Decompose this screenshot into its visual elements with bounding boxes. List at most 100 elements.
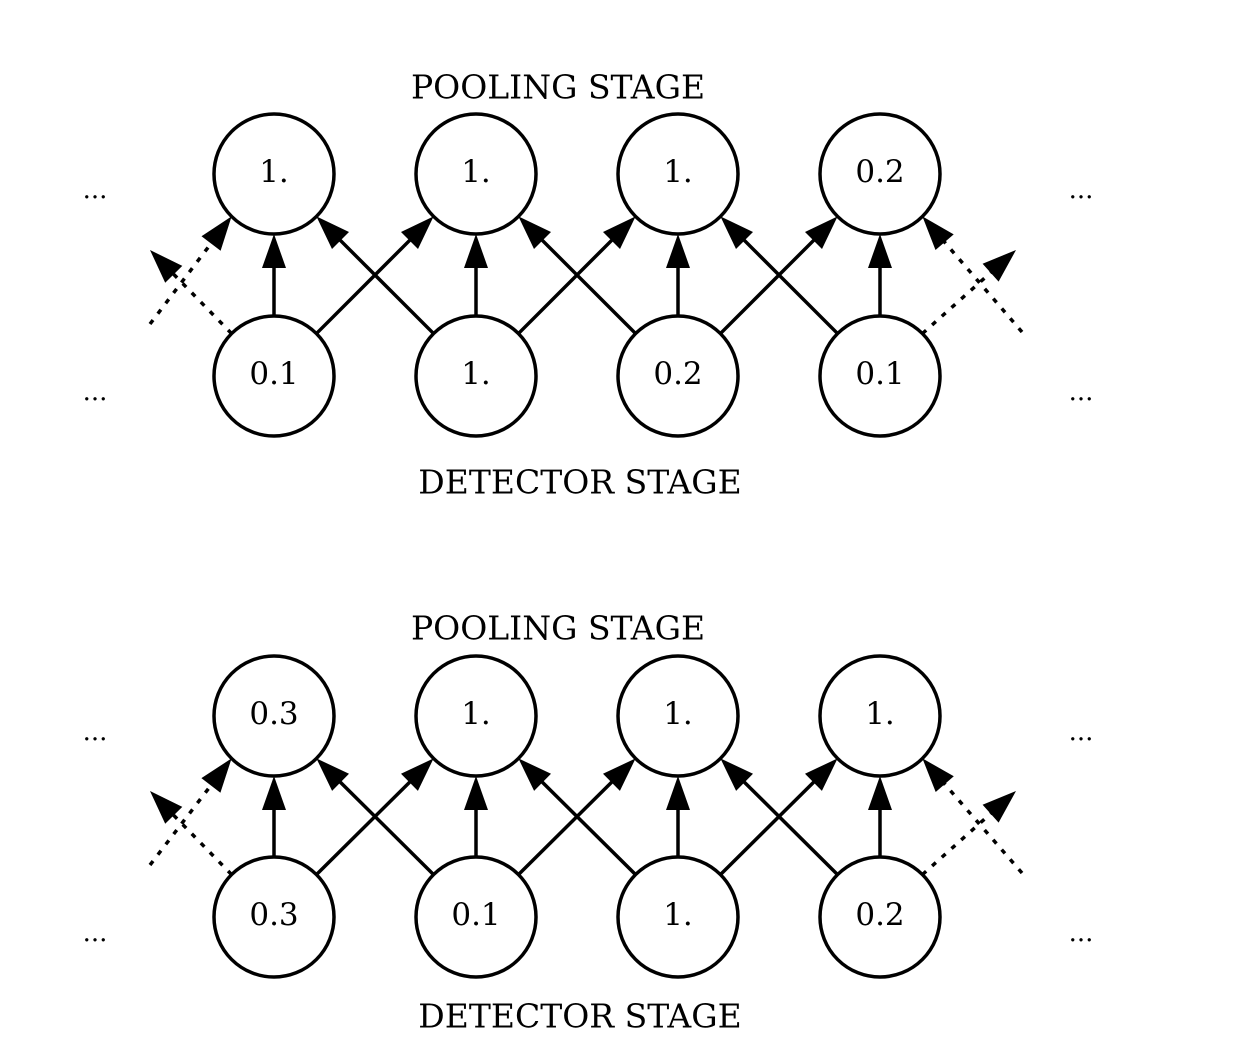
arrow-up-4-arrowhead [868, 776, 892, 810]
arrow-dotted-right-out-line [921, 270, 994, 335]
pooling-node-circle [818, 112, 942, 236]
pooling-node-1: 0.3 [212, 654, 336, 778]
arrow-right-2-to-3-arrowhead [603, 216, 636, 249]
arrow-right-3-to-4-arrowhead [805, 758, 838, 791]
arrow-left-3-to-2-line [539, 779, 637, 876]
detector-node-3: 1. [616, 855, 740, 979]
detector-node-value: 0.2 [855, 897, 904, 933]
arrow-left-2-to-1-arrowhead [316, 216, 349, 249]
detector-node-1: 0.1 [212, 314, 336, 438]
pooling-node-circle [212, 112, 336, 236]
detector-node-2: 1. [414, 314, 538, 438]
detector-node-value: 0.1 [855, 356, 904, 392]
detector-node-4: 0.2 [818, 855, 942, 979]
panel-1: 1. 1. 1. 0.2 0.1 1. 0.2 0.1 POOLING STAGE DETECTO… [83, 68, 1094, 502]
ellipsis-pooling-left: ... [83, 175, 108, 205]
arrow-right-2-to-3-line [517, 237, 615, 335]
pooling-node-value: 1. [663, 696, 693, 732]
arrow-up-2-arrowhead [464, 776, 488, 810]
ellipsis-pooling-right: ... [1069, 175, 1094, 205]
arrow-right-1-to-2-line [315, 779, 413, 876]
arrow-left-3-to-2-line [539, 237, 637, 335]
pooling-node-circle [616, 112, 740, 236]
pooling-node-1: 1. [212, 112, 336, 236]
arrow-right-3-to-4-line [719, 237, 817, 335]
detector-node-circle [818, 314, 942, 438]
detector-stage-label: DETECTOR STAGE [418, 997, 741, 1036]
arrow-right-1-to-2-arrowhead [401, 216, 434, 249]
pooling-stage-label: POOLING STAGE [411, 68, 705, 107]
ellipsis-pooling-left: ... [83, 717, 108, 747]
arrow-left-2-to-1-arrowhead [316, 758, 349, 791]
arrow-left-2-to-1-line [337, 237, 435, 335]
ellipsis-pooling-right: ... [1069, 717, 1094, 747]
arrow-dotted-right-out-line [921, 811, 994, 876]
arrow-dotted-left-in-line [148, 240, 214, 326]
ellipsis-detector-left: ... [83, 377, 108, 407]
ellipsis-detector-left: ... [83, 918, 108, 948]
pooling-node-3: 1. [616, 654, 740, 778]
arrow-dotted-left-in-line [148, 782, 214, 867]
arrow-left-4-to-3-arrowhead [720, 216, 753, 249]
arrow-dotted-left-out-arrowhead [150, 250, 183, 283]
detector-node-circle [212, 314, 336, 438]
pooling-node-value: 1. [663, 154, 693, 190]
arrow-left-3-to-2-arrowhead [518, 216, 551, 249]
arrow-left-4-to-3-arrowhead [720, 758, 753, 791]
pooling-node-circle [212, 654, 336, 778]
arrow-left-2-to-1-line [337, 779, 435, 876]
detector-node-circle [616, 314, 740, 438]
arrow-left-4-to-3-line [741, 237, 839, 335]
arrow-dotted-left-out-arrowhead [150, 791, 183, 824]
pooling-node-4: 0.2 [818, 112, 942, 236]
detector-node-value: 0.1 [249, 356, 298, 392]
arrow-right-3-to-4-arrowhead [805, 216, 838, 249]
panel-2: 0.3 1. 1. 1. 0.3 0.1 1. 0.2 POOLING STAGE DETECTO… [83, 609, 1094, 1036]
arrow-left-4-to-3-line [741, 779, 839, 876]
detector-node-2: 0.1 [414, 855, 538, 979]
arrow-dotted-left-in-arrowhead [201, 216, 232, 251]
pooling-node-value: 1. [461, 154, 491, 190]
arrow-up-1-arrowhead [262, 234, 286, 268]
detector-node-value: 0.1 [451, 897, 500, 933]
arrow-right-1-to-2-line [315, 237, 413, 335]
pooling-node-2: 1. [414, 112, 538, 236]
pooling-node-2: 1. [414, 654, 538, 778]
detector-node-circle [818, 855, 942, 979]
detector-node-4: 0.1 [818, 314, 942, 438]
detector-node-circle [414, 855, 538, 979]
ellipsis-detector-right: ... [1069, 918, 1094, 948]
pooling-node-value: 0.2 [855, 154, 904, 190]
pooling-node-value: 1. [259, 154, 289, 190]
arrow-right-2-to-3-arrowhead [603, 758, 636, 791]
detector-node-3: 0.2 [616, 314, 740, 438]
arrow-dotted-left-out-line [171, 812, 233, 876]
arrow-dotted-right-in-arrowhead [922, 758, 954, 792]
arrow-up-4-arrowhead [868, 234, 892, 268]
detector-node-value: 0.2 [653, 356, 702, 392]
detector-node-value: 1. [663, 897, 693, 933]
arrow-dotted-right-in-arrowhead [922, 216, 954, 250]
pooling-node-circle [818, 654, 942, 778]
arrow-dotted-left-out-line [171, 271, 233, 335]
arrow-dotted-left-in-arrowhead [201, 758, 232, 793]
arrow-up-3-arrowhead [666, 776, 690, 810]
ellipsis-detector-right: ... [1069, 377, 1094, 407]
arrow-right-3-to-4-line [719, 779, 817, 876]
pooling-node-circle [414, 112, 538, 236]
pooling-node-value: 1. [461, 696, 491, 732]
pooling-node-value: 0.3 [249, 696, 298, 732]
detector-node-1: 0.3 [212, 855, 336, 979]
detector-node-value: 0.3 [249, 897, 298, 933]
arrow-right-1-to-2-arrowhead [401, 758, 434, 791]
pooling-node-4: 1. [818, 654, 942, 778]
detector-stage-label: DETECTOR STAGE [418, 463, 741, 502]
arrow-up-2-arrowhead [464, 234, 488, 268]
pooling-node-value: 1. [865, 696, 895, 732]
arrow-dotted-right-out-arrowhead [982, 250, 1016, 282]
pooling-node-circle [616, 654, 740, 778]
arrow-up-1-arrowhead [262, 776, 286, 810]
arrow-left-3-to-2-arrowhead [518, 758, 551, 791]
detector-node-circle [414, 314, 538, 438]
